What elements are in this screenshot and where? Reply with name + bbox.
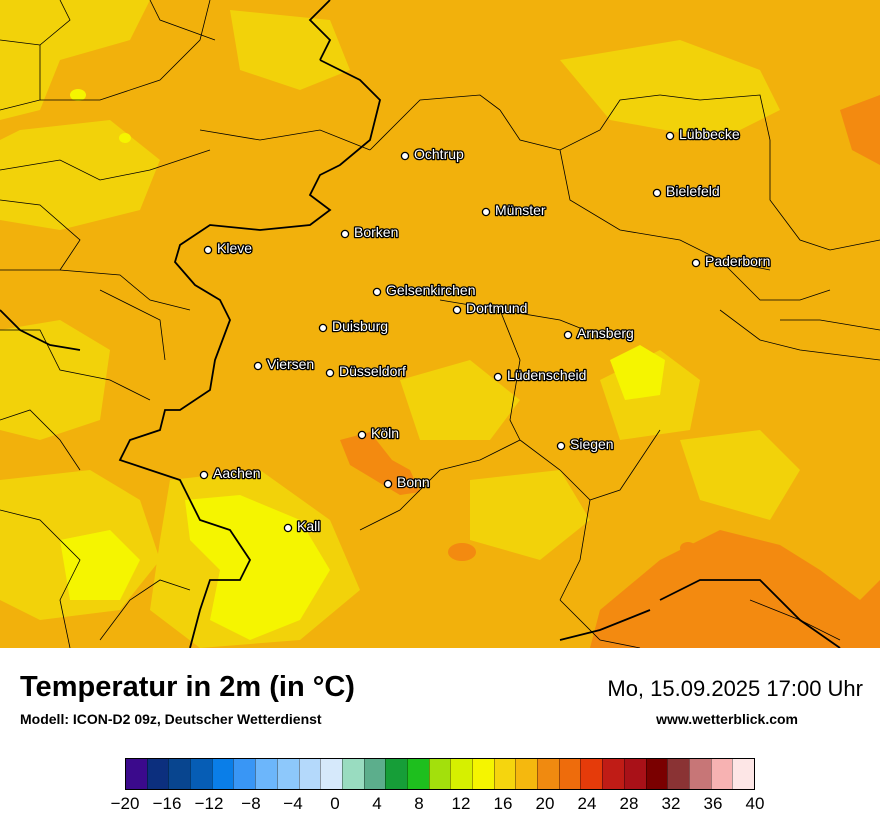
colorbar-segment	[168, 759, 191, 789]
city-luedenscheid[interactable]: Lüdenscheid	[493, 366, 588, 384]
colorbar-segment	[537, 759, 559, 789]
city-viersen[interactable]: Viersen	[253, 355, 316, 373]
colorbar-segment	[363, 759, 386, 789]
colorbar-segment	[341, 759, 364, 789]
city-bonn[interactable]: Bonn	[383, 473, 431, 491]
colorbar-segment	[580, 759, 603, 789]
colorbar-segment	[298, 759, 321, 789]
svg-text:Düsseldorf: Düsseldorf	[339, 363, 406, 379]
colorbar-tick-label: 24	[577, 794, 597, 813]
svg-text:Ochtrup: Ochtrup	[414, 146, 464, 162]
colorbar-tick-label: 4	[372, 794, 382, 813]
colorbar-segment	[515, 759, 538, 789]
colorbar-segment	[732, 759, 754, 789]
colorbar-segment	[688, 759, 711, 789]
colorbar-segment	[558, 759, 581, 789]
city-borken[interactable]: Borken	[340, 223, 400, 241]
colorbar-tick-label: 28	[619, 794, 639, 813]
colorbar-segment	[602, 759, 624, 789]
svg-text:Paderborn: Paderborn	[705, 253, 770, 269]
colorbar-segment	[276, 759, 299, 789]
colorbar-segment	[472, 759, 494, 789]
svg-text:Siegen: Siegen	[570, 436, 614, 452]
colorbar-tick-label: −16	[152, 794, 182, 813]
colorbar-segment	[623, 759, 646, 789]
colorbar-segment	[126, 759, 147, 789]
city-dortmund[interactable]: Dortmund	[452, 299, 529, 317]
colorbar-segment	[190, 759, 212, 789]
city-kall[interactable]: Kall	[283, 517, 322, 535]
city-duisburg[interactable]: Duisburg	[318, 317, 389, 335]
colorbar-tick-label: −12	[194, 794, 224, 813]
colorbar-segment	[211, 759, 234, 789]
map-canvas: Lübbecke Ochtrup Bielefeld Münster Kleve…	[0, 0, 880, 648]
city-duesseldorf[interactable]: Düsseldorf	[325, 362, 407, 380]
temperature-field-cool	[60, 89, 665, 640]
colorbar-tick-label: 36	[703, 794, 723, 813]
district-boundaries	[0, 0, 880, 648]
colorbar-segment	[710, 759, 733, 789]
colorbar-tick-label: 8	[414, 794, 424, 813]
city-markers: Lübbecke Ochtrup Bielefeld Münster Kleve…	[199, 125, 772, 535]
temperature-colorbar	[125, 758, 755, 790]
map-footer: Temperatur in 2m (in °C) Modell: ICON-D2…	[0, 648, 880, 830]
colorbar-ticks: −20 −16 −12 −8 −4 0 4 8 12 16 20 24 28 32 36 40	[111, 794, 765, 818]
city-koeln[interactable]: Köln	[357, 424, 400, 442]
city-siegen[interactable]: Siegen	[556, 435, 615, 453]
svg-text:Duisburg: Duisburg	[332, 318, 388, 334]
svg-text:Bonn: Bonn	[397, 474, 430, 490]
svg-text:Dortmund: Dortmund	[466, 300, 527, 316]
colorbar-segment	[320, 759, 342, 789]
svg-text:Kall: Kall	[297, 518, 320, 534]
model-source: Modell: ICON-D2 09z, Deutscher Wetterdie…	[20, 711, 322, 727]
svg-text:Münster: Münster	[495, 202, 546, 218]
svg-text:Köln: Köln	[371, 425, 399, 441]
colorbar-segment	[385, 759, 407, 789]
city-paderborn[interactable]: Paderborn	[691, 252, 772, 270]
svg-text:Lübbecke: Lübbecke	[679, 126, 740, 142]
svg-text:Arnsberg: Arnsberg	[577, 325, 634, 341]
city-ochtrup[interactable]: Ochtrup	[400, 145, 465, 163]
temperature-field-warm	[340, 95, 880, 648]
svg-text:Gelsenkirchen: Gelsenkirchen	[386, 282, 476, 298]
colorbar-tick-label: 12	[451, 794, 471, 813]
colorbar-tick-label: −4	[283, 794, 303, 813]
city-gelsenkirchen[interactable]: Gelsenkirchen	[372, 281, 477, 299]
colorbar-segment	[667, 759, 689, 789]
colorbar-tick-label: 16	[493, 794, 513, 813]
colorbar-tick-label: 0	[330, 794, 340, 813]
forecast-datetime: Mo, 15.09.2025 17:00 Uhr	[607, 676, 863, 701]
colorbar-segment	[146, 759, 169, 789]
city-arnsberg[interactable]: Arnsberg	[563, 324, 635, 342]
svg-text:Aachen: Aachen	[213, 465, 260, 481]
city-luebbecke[interactable]: Lübbecke	[665, 125, 741, 143]
temperature-map: Lübbecke Ochtrup Bielefeld Münster Kleve…	[0, 0, 880, 648]
colorbar-segment	[233, 759, 256, 789]
svg-text:Viersen: Viersen	[267, 356, 314, 372]
colorbar-tick-label: 20	[535, 794, 555, 813]
svg-text:Borken: Borken	[354, 224, 398, 240]
colorbar-tick-label: 40	[745, 794, 765, 813]
map-title: Temperatur in 2m (in °C)	[20, 671, 355, 703]
svg-text:Kleve: Kleve	[217, 240, 252, 256]
city-bielefeld[interactable]: Bielefeld	[652, 182, 721, 200]
colorbar-segment	[493, 759, 516, 789]
colorbar-segment	[428, 759, 451, 789]
city-kleve[interactable]: Kleve	[203, 239, 254, 257]
colorbar-tick-label: 32	[661, 794, 681, 813]
colorbar-tick-label: −20	[110, 794, 140, 813]
colorbar-segment	[255, 759, 277, 789]
svg-text:Bielefeld: Bielefeld	[666, 183, 720, 199]
colorbar-segment	[406, 759, 429, 789]
colorbar-tick-label: −8	[241, 794, 261, 813]
colorbar-segment	[645, 759, 668, 789]
svg-text:Lüdenscheid: Lüdenscheid	[507, 367, 586, 383]
city-muenster[interactable]: Münster	[481, 201, 547, 219]
state-boundaries	[0, 0, 841, 648]
website-link[interactable]: www.wetterblick.com	[656, 711, 798, 727]
colorbar-segment	[450, 759, 472, 789]
city-aachen[interactable]: Aachen	[199, 464, 262, 482]
